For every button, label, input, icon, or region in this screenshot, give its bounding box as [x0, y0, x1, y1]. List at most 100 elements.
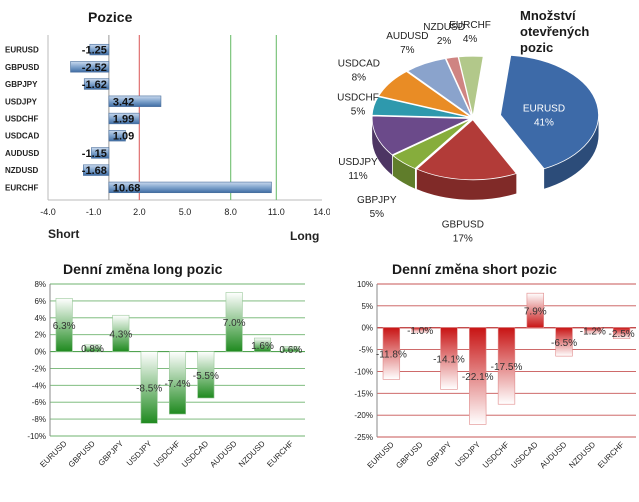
pie-slice-label: AUDUSD [386, 31, 428, 42]
pie-slice-label: USDCAD [338, 59, 380, 70]
long-y-tick: 4% [34, 314, 46, 323]
positions-value-label: -2.52 [82, 62, 107, 74]
short-bar [584, 327, 602, 334]
positions-value-label: -1.15 [82, 148, 107, 160]
positions-x-tick: -1.0 [86, 207, 102, 217]
pie-slice-label: GBPJPY [357, 195, 397, 206]
positions-category-label: EURUSD [5, 46, 39, 55]
pie-slice-percent: 17% [453, 234, 473, 245]
pie-slice-label: USDCHF [337, 92, 379, 103]
long-category-label: EURUSD [38, 439, 68, 469]
long-category-label: EURCHF [265, 439, 295, 469]
long-value-label: 1.6% [251, 341, 274, 352]
positions-x-tick-labels: -4.0 -1.0 2.0 5.0 8.0 11.0 14.0 [40, 207, 330, 217]
long-category-label: NZDUSD [237, 439, 267, 469]
long-category-label: USDJPY [125, 439, 154, 468]
long-bar [112, 314, 130, 352]
pie-title-line-2: otevřených [520, 24, 590, 39]
long-y-tick: 6% [34, 297, 46, 306]
positions-bar [83, 164, 110, 176]
positions-value-label: 3.42 [113, 96, 134, 108]
short-bar [382, 327, 401, 380]
short-category-label: GBPJPY [425, 440, 454, 469]
long-y-tick: 0% [34, 348, 46, 357]
positions-category-label: GBPUSD [5, 63, 39, 72]
positions-value-label: -1.62 [82, 79, 107, 91]
pie-slice [406, 58, 473, 118]
pie-slice-side [544, 115, 599, 189]
short-value-label: -11.8% [376, 350, 407, 361]
short-bar [497, 327, 516, 405]
long-value-label: -5.5% [193, 371, 219, 382]
positions-value-label: 10.68 [113, 182, 141, 194]
short-y-tick: -20% [354, 411, 373, 420]
positions-chart-title: Pozice [88, 9, 133, 25]
long-bar [168, 351, 187, 415]
short-value-label: -22.1% [462, 372, 494, 383]
long-value-label: 6.3% [53, 321, 76, 332]
short-category-label: NZDUSD [567, 440, 597, 470]
pie-slice-percent: 7% [400, 45, 415, 56]
pie-slice [392, 118, 472, 170]
short-category-label: GBPUSD [394, 440, 424, 470]
pie-title-line-3: pozic [520, 40, 554, 55]
positions-category-label: AUDUSD [5, 149, 39, 158]
long-axis-label: Long [290, 229, 319, 243]
long-bar [253, 337, 272, 352]
pie-slice-percent: 11% [348, 171, 367, 182]
positions-category-label: USDJPY [5, 97, 38, 106]
positions-bar [91, 147, 110, 159]
long-category-label: AUDUSD [208, 439, 238, 469]
long-value-label: -7.4% [164, 379, 190, 390]
short-axis-label: Short [48, 227, 79, 241]
short-category-label: USDCAD [509, 440, 539, 470]
pie-slice-percent: 41% [534, 117, 554, 128]
pie-slices [371, 54, 599, 181]
pie-slice-label: GBPUSD [442, 220, 484, 231]
positions-bar [70, 61, 110, 73]
positions-x-tick: 2.0 [133, 207, 146, 217]
positions-category-label: USDCAD [5, 132, 39, 141]
pie-slice-label: NZDUSD [423, 22, 465, 33]
positions-x-tick: 11.0 [268, 207, 285, 217]
long-category-label: GBPJPY [97, 439, 126, 468]
pie-slice-label: EURCHF [449, 20, 491, 31]
short-category-label: USDCHF [481, 440, 511, 470]
short-y-tick: -10% [354, 367, 373, 376]
short-bar [440, 327, 458, 390]
short-bar [612, 327, 631, 339]
short-value-label: -1.0% [407, 326, 433, 337]
long-value-label: 0.8% [81, 344, 104, 355]
long-y-tick: -10% [27, 432, 46, 441]
positions-category-label: NZDUSD [5, 166, 39, 175]
pie-slice-percent: 5% [370, 209, 385, 220]
short-value-label: -6.5% [551, 338, 577, 349]
positions-category-label: GBPJPY [5, 80, 38, 89]
long-change-chart: Denní změna long pozic 8% 6% 4% 2% 0% -2% -4% -… [27, 261, 305, 469]
pie-slice [416, 119, 518, 181]
short-category-label: USDJPY [453, 440, 482, 469]
long-y-tick: -8% [32, 415, 46, 424]
pie-slice-label: USDJPY [338, 157, 378, 168]
pie-slice [371, 96, 471, 119]
long-y-tick: -4% [32, 381, 46, 390]
long-category-label: GBPUSD [67, 439, 97, 469]
long-y-tick: 2% [34, 331, 46, 340]
long-bar [140, 351, 158, 424]
pie-slice [445, 56, 473, 117]
positions-bar [108, 181, 272, 194]
short-y-tick: 5% [361, 302, 373, 311]
positions-bar [108, 130, 126, 142]
long-y-tick: 8% [34, 280, 46, 289]
long-category-label: USDCHF [152, 439, 182, 469]
short-value-label: -14.1% [433, 355, 465, 366]
pie-slice-percent: 8% [352, 73, 367, 84]
positions-bar [83, 78, 110, 90]
short-change-title: Denní změna short pozic [392, 261, 557, 277]
pie-slice-side [392, 155, 415, 189]
long-category-label: USDCAD [180, 439, 210, 469]
short-y-tick: -25% [354, 433, 373, 442]
positions-chart: Pozice -1.25-2.52-1.623.421.991.09-1.15-… [5, 9, 330, 243]
short-bar [555, 327, 573, 357]
positions-x-tick: -4.0 [40, 207, 56, 217]
